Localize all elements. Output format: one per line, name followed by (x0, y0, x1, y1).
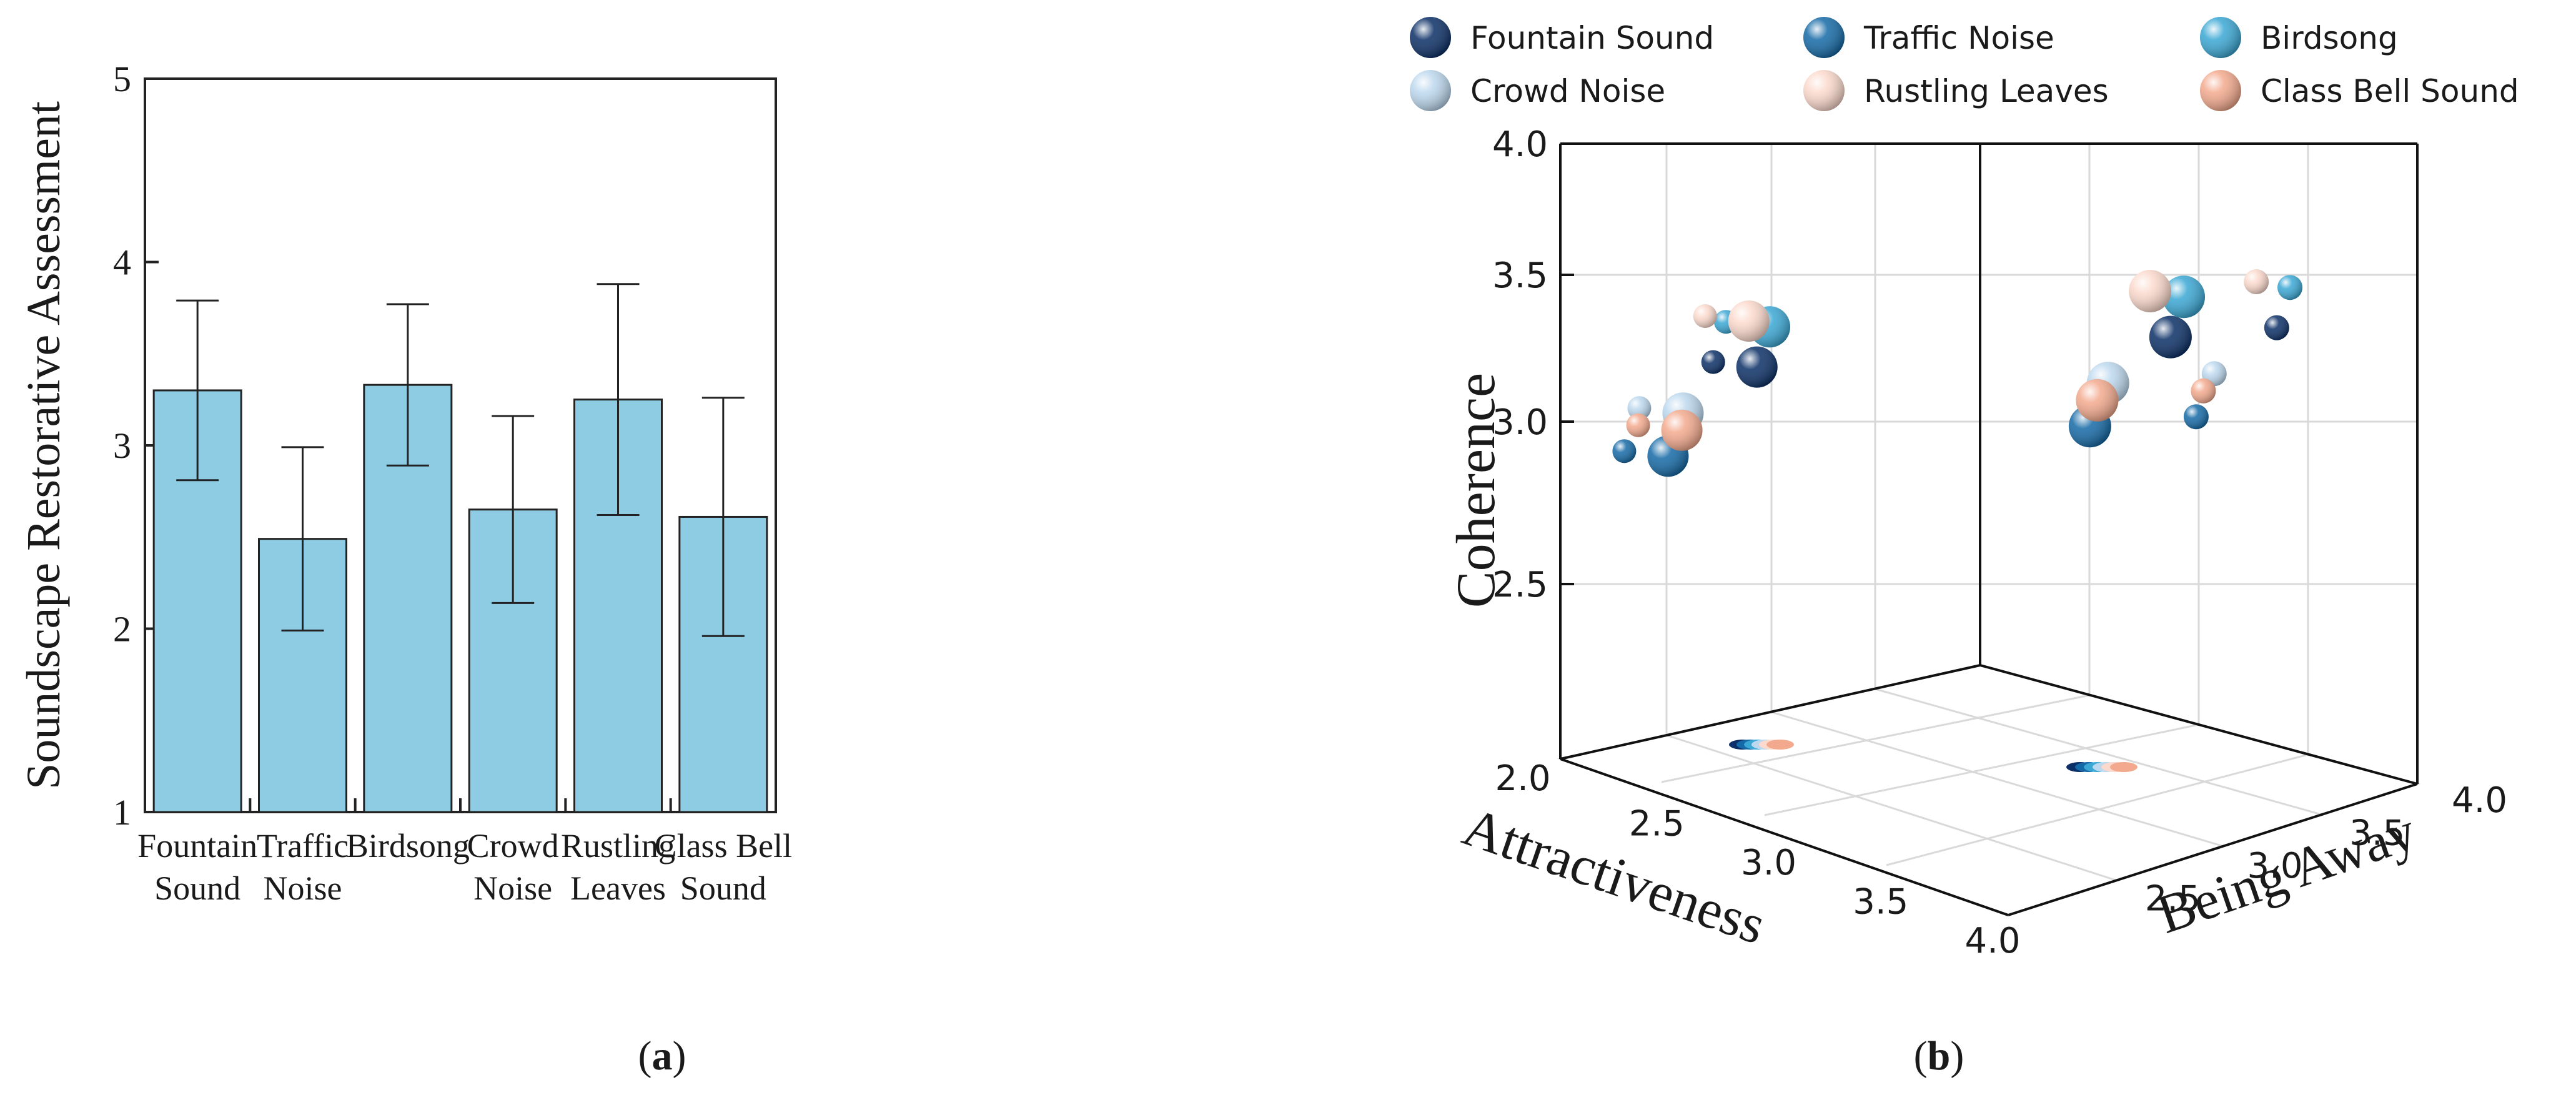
x-tick-label: 2.5 (1629, 804, 1685, 845)
error-bars (176, 283, 745, 637)
z-tick-label: 4.0 (1492, 124, 1548, 165)
z-axis-title: Coherence (1446, 373, 1507, 608)
y-tick-label: 3.5 (2349, 813, 2405, 854)
point-proj-yz-shine (2264, 315, 2289, 340)
bars (152, 384, 768, 813)
x-tick-label-line2: Noise (264, 870, 342, 907)
y-tick-label: 1 (113, 792, 131, 833)
series-class-bell-sound (1626, 378, 2216, 451)
y-tick-label: 2 (113, 609, 131, 650)
legend-item: Class Bell Sound (2200, 70, 2519, 111)
x-tick-label: 3.0 (1741, 843, 1796, 883)
legend-item: Traffic Noise (1803, 17, 2054, 58)
legend-marker-shine (1410, 70, 1451, 111)
legend-label: Crowd Noise (1470, 73, 1665, 109)
y-axis-ticks: 1 2 3 4 5 (113, 59, 159, 833)
y-tick-label: 2.5 (2145, 879, 2201, 919)
series-rustling-leaves (1693, 269, 2269, 342)
point-3d-shine (2076, 379, 2119, 422)
point-3d-shine (2129, 270, 2172, 312)
legend-marker-shine (1803, 17, 1845, 58)
point-3d-shine (2149, 315, 2192, 359)
point-proj-xz-shine (1612, 439, 1637, 463)
z-tick-label: 2.5 (1492, 565, 1548, 605)
legend-item: Fountain Sound (1410, 17, 1714, 58)
y-axis-title: Soundscape Restorative Assessment (17, 101, 70, 790)
x-tick-label: 4.0 (1964, 921, 2020, 961)
x-axis-ticks: 2.0 2.5 3.0 3.5 4.0 (1495, 758, 2020, 961)
panel-label-b: (b) (1914, 1033, 1964, 1079)
legend-item: Birdsong (2200, 17, 2398, 58)
x-tick-label-line2: Sound (680, 870, 766, 907)
legend-label: Fountain Sound (1470, 20, 1714, 56)
legend-marker-shine (1803, 70, 1845, 111)
point-proj-xz-shine (1627, 396, 1652, 420)
legend-label: Birdsong (2261, 20, 2398, 56)
points (1612, 269, 2303, 477)
y-tick-label: 3 (113, 425, 131, 466)
point-proj-yz-shine (2183, 404, 2209, 430)
floor-shadow (2110, 762, 2138, 772)
point-proj-yz-shine (2277, 275, 2303, 300)
floor-shadow (1766, 740, 1794, 750)
point-proj-xz-shine (1626, 413, 1650, 437)
point-proj-yz-shine (2191, 378, 2216, 404)
legend-label: Class Bell Sound (2261, 73, 2519, 109)
x-tick-label-line2: Sound (154, 870, 240, 907)
x-tick-label: 2.0 (1495, 758, 1550, 799)
point-shine (1736, 346, 1778, 388)
point-shine (1728, 300, 1770, 342)
axis-edges (1559, 142, 2419, 916)
legend-marker-shine (2200, 70, 2241, 111)
y-tick-label: 5 (113, 59, 131, 99)
floor-shadows (1729, 740, 2138, 772)
legend-label: Rustling Leaves (1864, 73, 2109, 109)
series-fountain-sound (1701, 315, 2289, 388)
x-tick-label-line2: Noise (473, 870, 552, 907)
z-tick-label: 3.5 (1492, 255, 1548, 296)
point-shine (1661, 409, 1703, 451)
y-tick-label: 4 (113, 242, 131, 283)
legend-label: Traffic Noise (1863, 20, 2054, 56)
point-3d-shine (2162, 275, 2206, 319)
series-birdsong (1714, 275, 2303, 348)
x-tick-label-line2: Leaves (570, 870, 666, 907)
legend: Fountain Sound Traffic Noise Birdsong Crowd… (1410, 17, 2519, 111)
x-tick-label: 3.5 (1853, 882, 1908, 923)
y-axis-title-b: Being Away (2150, 801, 2424, 946)
x-tick-label: Fountain (137, 827, 257, 865)
x-tick-label: Class Bell (655, 827, 793, 865)
z-axis-ticks: 2.5 3.0 3.5 4.0 (1492, 124, 1574, 605)
point-proj-xz-shine (1701, 350, 1725, 374)
x-axis-title: Attractiveness (1456, 796, 1773, 956)
legend-item: Crowd Noise (1410, 70, 1665, 111)
point-proj-xz-shine (1693, 304, 1717, 328)
x-tick-label: Traffic (257, 827, 349, 865)
y-tick-label: 3.0 (2247, 846, 2303, 886)
y-axis-ticks: 2.5 3.0 3.5 4.0 (2145, 780, 2507, 919)
legend-item: Rustling Leaves (1803, 70, 2109, 111)
x-tick-label: Rustling (561, 827, 675, 865)
panel-label-a: (a) (638, 1033, 686, 1079)
panel-b-3d-scatter: 2.5 3.0 3.5 4.0 2.0 2.5 3.0 3.5 4.0 2.5 3.0 3.5 4.… (1410, 17, 2519, 1079)
legend-marker-shine (2200, 17, 2241, 58)
x-tick-label: Birdsong (346, 827, 470, 865)
y-tick-label: 4.0 (2452, 780, 2507, 821)
point-proj-yz-shine (2244, 269, 2269, 294)
z-tick-label: 3.0 (1492, 402, 1548, 443)
x-tick-label: Crowd (467, 827, 559, 865)
back-wall (1557, 142, 2421, 916)
legend-marker-shine (1410, 17, 1451, 58)
